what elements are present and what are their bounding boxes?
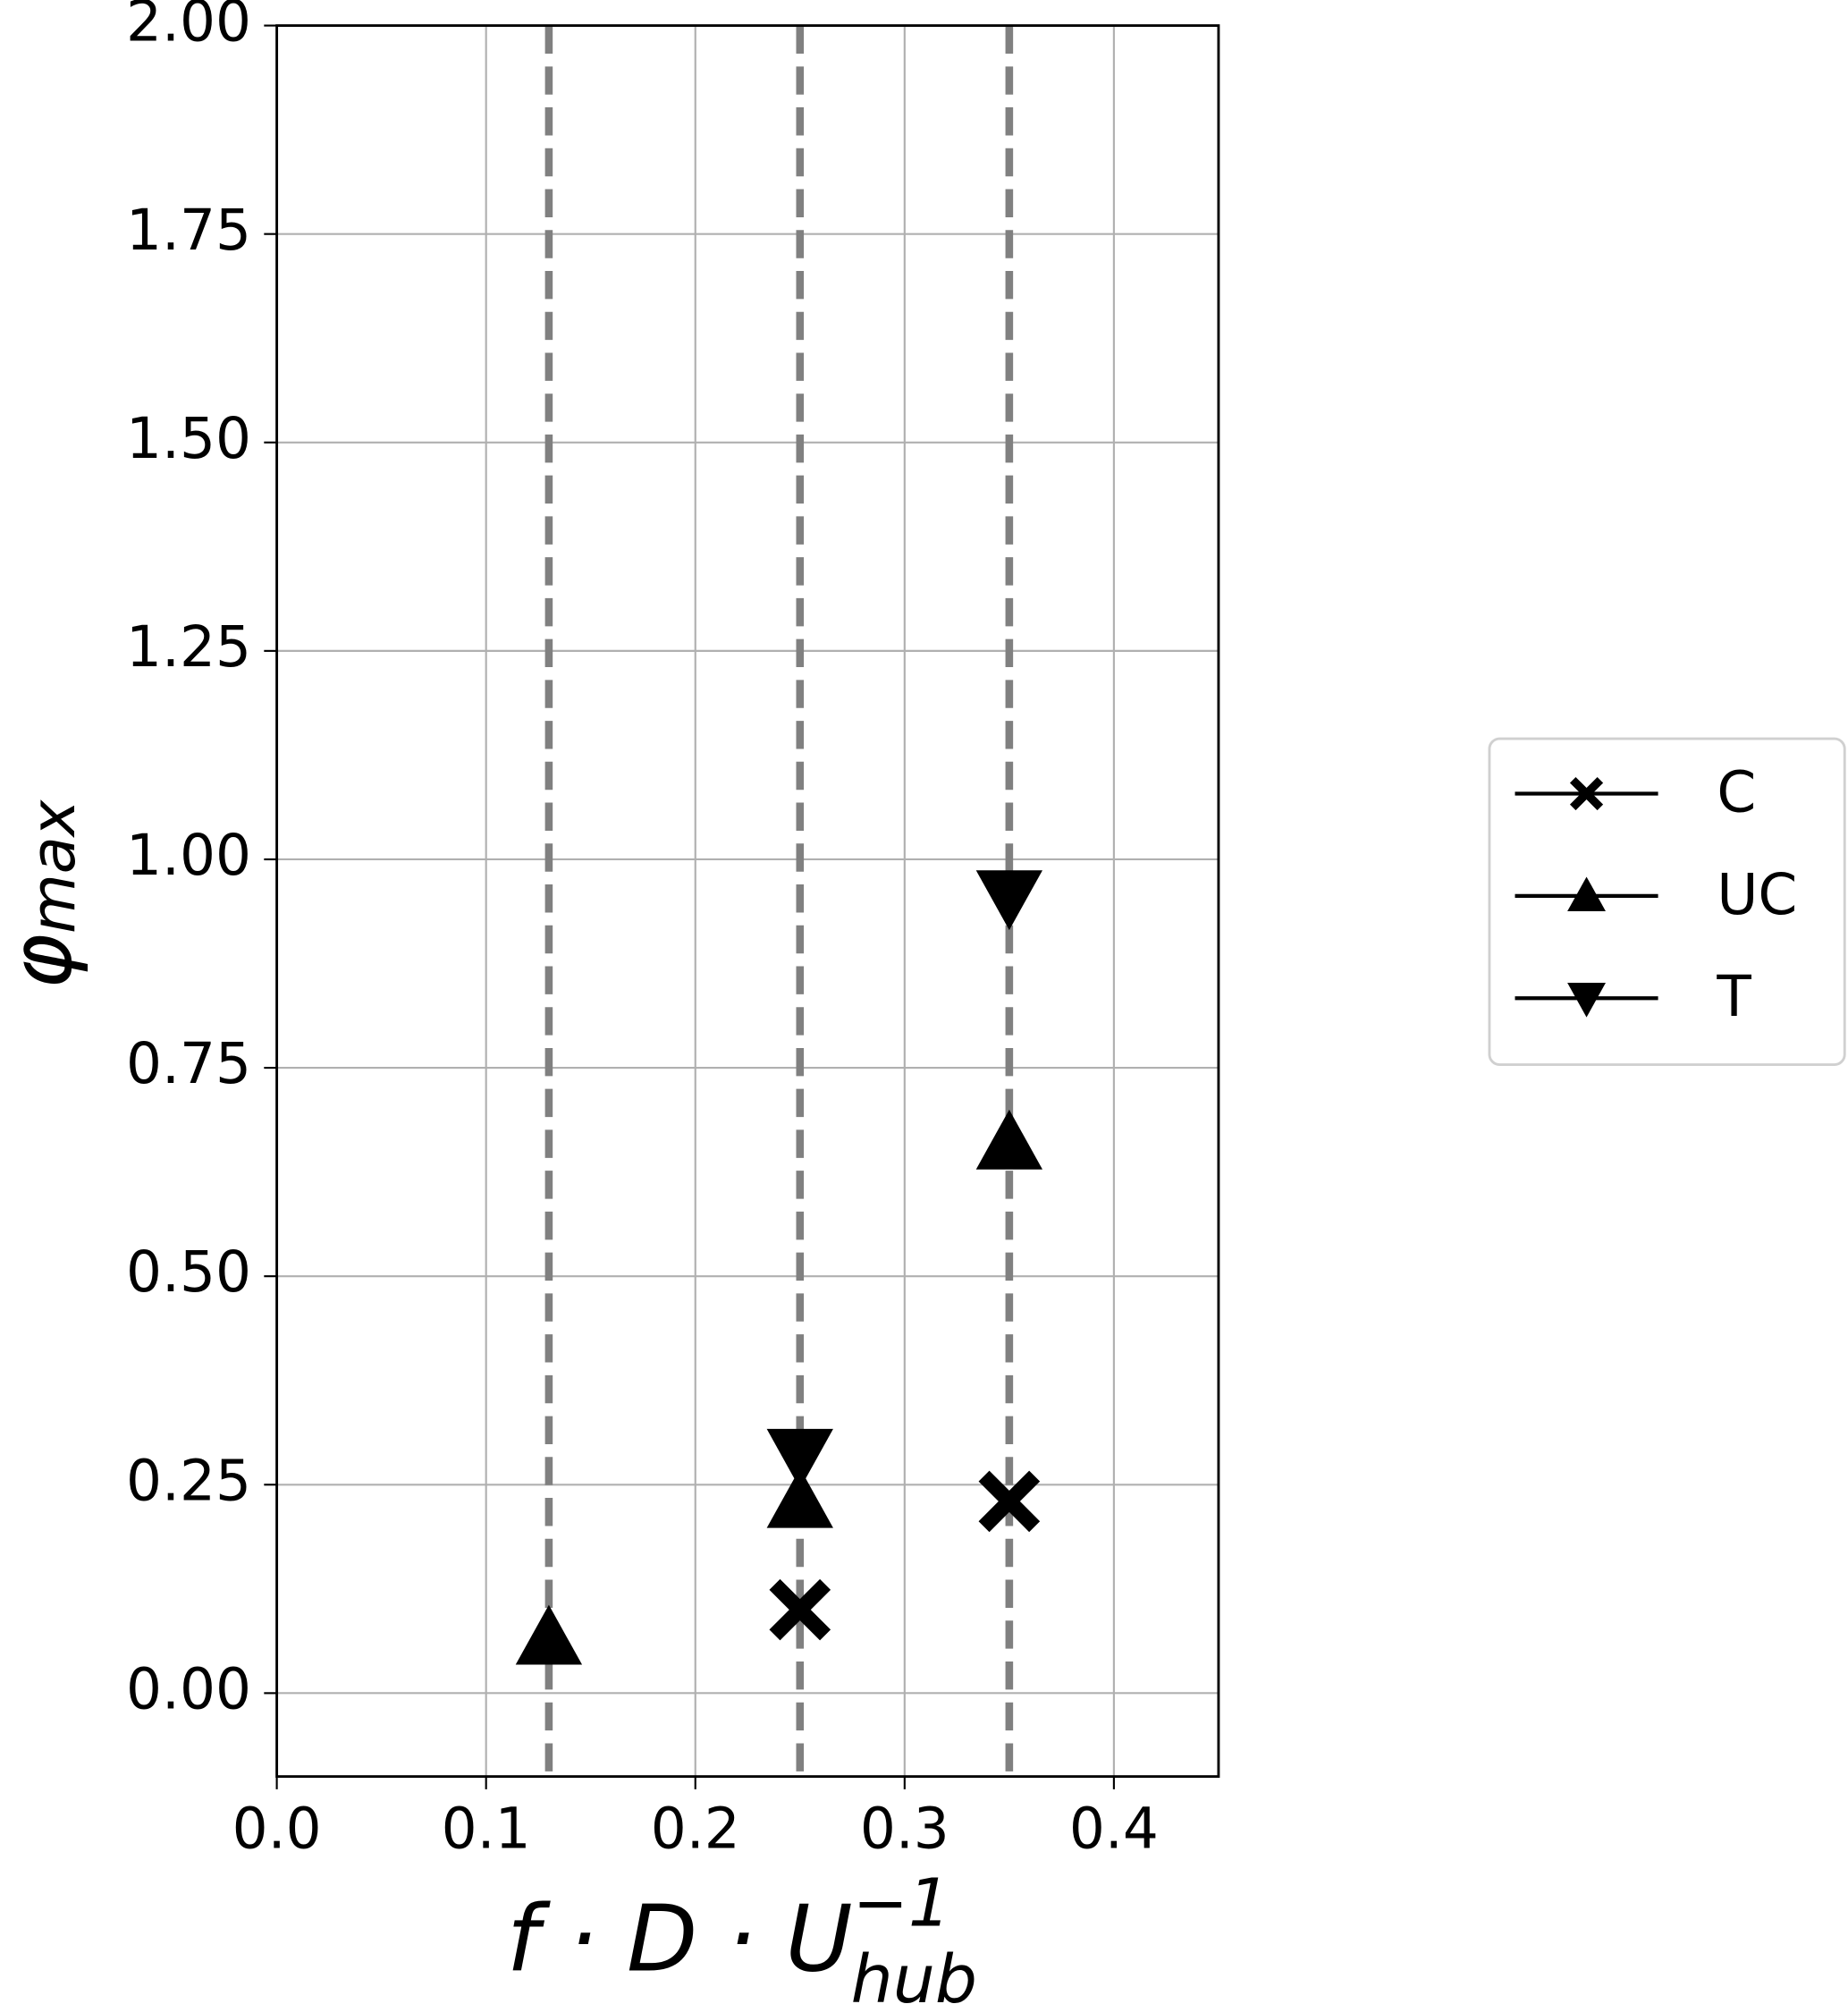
legend-label: C bbox=[1717, 759, 1756, 824]
x-label-sub: hub bbox=[851, 1941, 977, 2004]
y-tick-label: 0.50 bbox=[126, 1239, 251, 1305]
legend-marker bbox=[1567, 876, 1606, 912]
legend-label: UC bbox=[1717, 862, 1797, 927]
y-tick-label: 0.00 bbox=[126, 1656, 251, 1721]
plot-frame bbox=[275, 24, 1220, 1779]
y-label-sub: max bbox=[18, 799, 89, 934]
legend-label: T bbox=[1716, 964, 1751, 1029]
point bbox=[975, 1109, 1043, 1170]
point bbox=[975, 870, 1043, 931]
x-tick-label: 0.3 bbox=[860, 1797, 949, 1862]
y-tick-label: 1.25 bbox=[126, 614, 251, 680]
y-tick-label: 0.75 bbox=[126, 1031, 251, 1096]
x-axis-label: f · D · U−1 hub bbox=[507, 1864, 977, 2004]
x-label-sup: −1 bbox=[853, 1864, 951, 1941]
point bbox=[769, 1578, 831, 1641]
point bbox=[978, 1470, 1041, 1533]
y-tick-label: 1.00 bbox=[126, 823, 251, 888]
y-axis-label: φmax bbox=[0, 799, 90, 989]
y-tick-label: 1.50 bbox=[126, 406, 251, 471]
point bbox=[515, 1604, 583, 1665]
x-tick-label: 0.4 bbox=[1069, 1797, 1159, 1862]
legend-marker bbox=[1569, 776, 1604, 811]
x-tick-label: 0.1 bbox=[442, 1797, 531, 1862]
x-tick-label: 0.2 bbox=[651, 1797, 740, 1862]
y-label-main: φ bbox=[0, 934, 90, 989]
x-tick-label: 0.0 bbox=[232, 1797, 322, 1862]
y-tick-label: 2.00 bbox=[126, 0, 251, 55]
x-label-main: f · D · U bbox=[507, 1886, 853, 1993]
y-tick-label: 1.75 bbox=[126, 198, 251, 263]
legend-marker bbox=[1567, 983, 1606, 1018]
point bbox=[766, 1467, 833, 1528]
y-tick-label: 0.25 bbox=[126, 1448, 251, 1513]
point bbox=[766, 1428, 833, 1489]
